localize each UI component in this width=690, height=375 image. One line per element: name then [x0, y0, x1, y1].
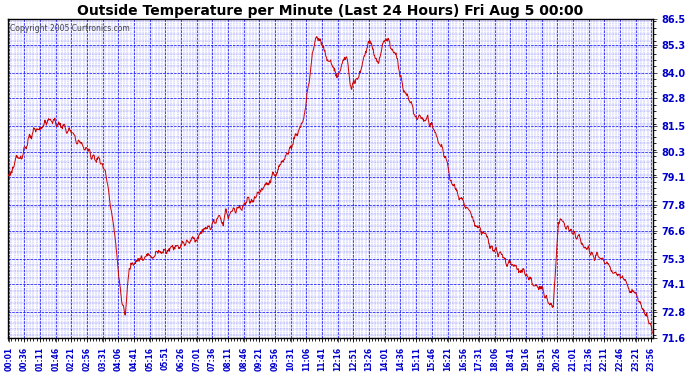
Text: Copyright 2005 Curtronics.com: Copyright 2005 Curtronics.com — [10, 24, 129, 33]
Title: Outside Temperature per Minute (Last 24 Hours) Fri Aug 5 00:00: Outside Temperature per Minute (Last 24 … — [77, 4, 584, 18]
